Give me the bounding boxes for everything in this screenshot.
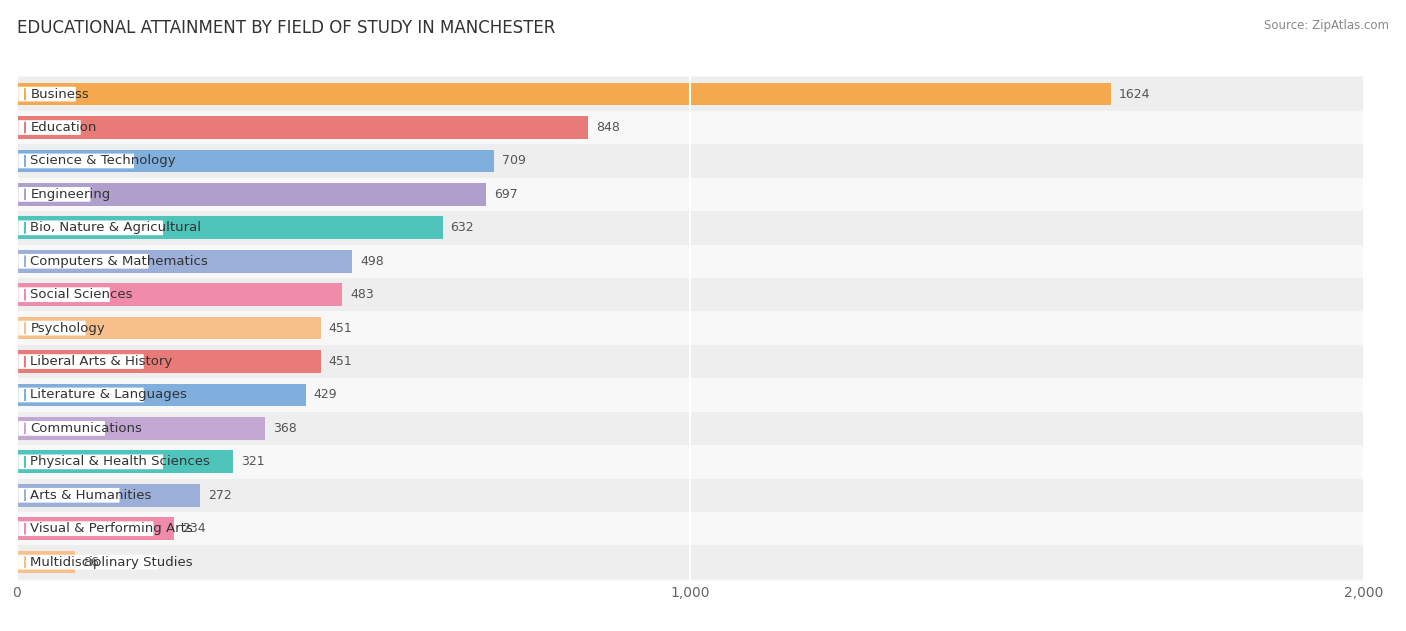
Bar [17,144,1364,178]
Text: Multidisciplinary Studies: Multidisciplinary Studies [31,556,193,569]
Text: 483: 483 [350,288,374,301]
FancyBboxPatch shape [18,387,143,403]
Bar [17,211,1364,245]
Bar [17,512,1364,545]
Text: Source: ZipAtlas.com: Source: ZipAtlas.com [1264,19,1389,32]
FancyBboxPatch shape [18,321,86,336]
Text: 697: 697 [495,188,519,201]
Text: 632: 632 [450,221,474,234]
Text: 368: 368 [273,422,297,435]
FancyBboxPatch shape [18,153,134,168]
Bar [17,216,443,239]
Text: 86: 86 [83,556,98,569]
Text: 451: 451 [329,322,353,334]
Bar [17,116,588,139]
FancyBboxPatch shape [18,488,120,503]
FancyBboxPatch shape [18,521,153,536]
Text: 451: 451 [329,355,353,368]
Bar [17,283,342,306]
FancyBboxPatch shape [18,254,149,269]
Text: Bio, Nature & Agricultural: Bio, Nature & Agricultural [31,221,201,234]
Text: EDUCATIONAL ATTAINMENT BY FIELD OF STUDY IN MANCHESTER: EDUCATIONAL ATTAINMENT BY FIELD OF STUDY… [17,19,555,37]
Bar [17,545,1364,579]
Text: Business: Business [31,88,89,100]
FancyBboxPatch shape [18,421,105,436]
Bar [17,345,1364,378]
FancyBboxPatch shape [18,287,110,302]
Text: Psychology: Psychology [31,322,105,334]
Text: Engineering: Engineering [31,188,111,201]
FancyBboxPatch shape [18,220,163,235]
FancyBboxPatch shape [18,86,76,102]
FancyBboxPatch shape [18,120,80,135]
Bar [17,451,233,473]
Text: Liberal Arts & History: Liberal Arts & History [31,355,173,368]
Bar [17,278,1364,312]
Text: Arts & Humanities: Arts & Humanities [31,489,152,502]
Text: 234: 234 [183,522,207,535]
Bar [17,478,1364,512]
Bar [17,517,174,540]
Text: 321: 321 [242,456,264,468]
Bar [17,317,321,339]
Bar [17,551,75,574]
Bar [17,384,305,406]
Bar [17,445,1364,478]
Bar [17,178,1364,211]
Bar [17,150,495,172]
Text: Visual & Performing Arts: Visual & Performing Arts [31,522,193,535]
Bar [17,411,1364,445]
Text: Education: Education [31,121,97,134]
Bar [17,78,1364,111]
FancyBboxPatch shape [18,454,163,469]
FancyBboxPatch shape [18,354,143,369]
Bar [17,417,264,440]
Text: Communications: Communications [31,422,142,435]
FancyBboxPatch shape [18,555,159,570]
Bar [17,378,1364,411]
Text: 848: 848 [596,121,620,134]
Bar [17,312,1364,345]
Text: Computers & Mathematics: Computers & Mathematics [31,255,208,268]
Text: Science & Technology: Science & Technology [31,155,176,167]
Bar [17,250,353,273]
Bar [17,111,1364,144]
Bar [17,245,1364,278]
Text: 709: 709 [502,155,526,167]
FancyBboxPatch shape [18,187,90,202]
Bar [17,350,321,373]
Text: Physical & Health Sciences: Physical & Health Sciences [31,456,211,468]
Text: 429: 429 [314,389,337,401]
Bar [17,484,200,507]
Text: Literature & Languages: Literature & Languages [31,389,187,401]
Bar [17,83,1111,105]
Bar [17,183,486,206]
Text: 498: 498 [360,255,384,268]
Text: 1624: 1624 [1119,88,1150,100]
Text: Social Sciences: Social Sciences [31,288,132,301]
Text: 272: 272 [208,489,232,502]
